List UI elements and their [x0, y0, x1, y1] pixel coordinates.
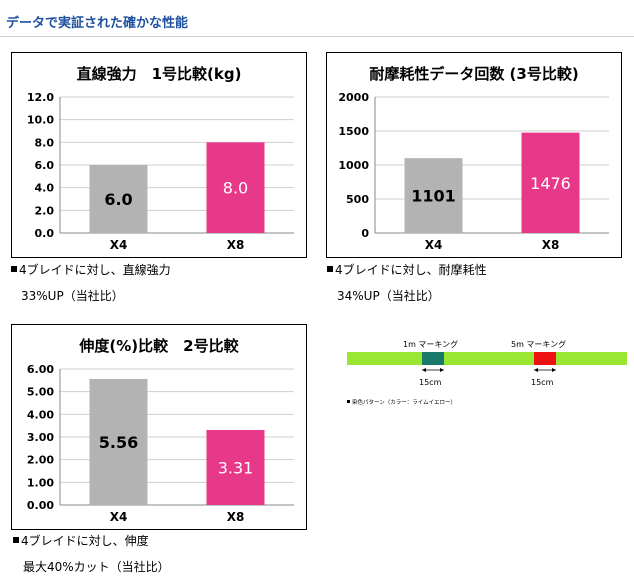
chart-panel-abrasion: 耐摩耗性データ回数 (3号比較) 0 500 1000 1500 2000 1101 X4 14… [326, 52, 622, 258]
bar-x8 [206, 429, 265, 505]
chart-title: 直線強力 1号比較(kg) [77, 65, 242, 83]
y-tick-label: 10.0 [27, 114, 54, 127]
y-tick-label: 3.00 [27, 431, 54, 444]
chart-abrasion: 耐摩耗性データ回数 (3号比較) 0 500 1000 1500 2000 1101 X4 14… [338, 65, 609, 252]
chart-elongation: 伸度(%)比較 2号比較 0.00 1.00 2.00 3.00 4.00 5.00 6.00… [27, 337, 294, 524]
mark-5m-length: 15cm [531, 378, 554, 387]
data-label-x8: 8.0 [223, 179, 248, 198]
note-abrasion: 4ブレイドに対し、耐摩耗性 34%UP（当社比） [327, 263, 487, 303]
mark-1m-swatch [422, 352, 444, 365]
marking-diagram: 1m マーキング 5m マーキング 15cm 15cm 染色パターン（カラー：ラ… [345, 330, 630, 420]
note-abrasion-line2: 34%UP（当社比） [337, 289, 440, 303]
x-tick-label: X4 [425, 238, 443, 252]
caption-bullet-icon [347, 400, 350, 403]
x-tick-label: X4 [110, 510, 128, 524]
data-label-x8: 1476 [530, 174, 571, 193]
note-strength-line2: 33%UP（当社比） [21, 289, 124, 303]
y-tick-label: 1000 [338, 159, 369, 172]
bullet-square-icon [11, 266, 17, 272]
bar-x8 [521, 132, 580, 233]
y-tick-label: 0.0 [35, 227, 55, 240]
y-tick-label: 0 [361, 227, 369, 240]
y-tick-label: 2.00 [27, 454, 54, 467]
y-tick-label: 0.00 [27, 499, 54, 512]
x-tick-label: X8 [542, 238, 560, 252]
chart-panel-elongation: 伸度(%)比較 2号比較 0.00 1.00 2.00 3.00 4.00 5.00 6.00… [11, 324, 307, 530]
bullet-square-icon [327, 266, 333, 272]
note-elongation-line1: 4ブレイドに対し、伸度 [21, 534, 149, 548]
y-tick-label: 12.0 [27, 91, 54, 104]
marking-diagram-svg: 1m マーキング 5m マーキング 15cm 15cm 染色パターン（カラー：ラ… [347, 339, 627, 406]
chart-panel-strength: 直線強力 1号比較(kg) 0.0 2.0 4.0 6.0 8.0 10.0 12.0 6.0 X… [11, 52, 307, 258]
marking-caption: 染色パターン（カラー：ライムイエロー） [352, 398, 456, 406]
bar-x8 [206, 142, 265, 233]
data-label-x8: 3.31 [218, 458, 254, 477]
bar-x4 [89, 378, 148, 505]
x-tick-label: X8 [227, 238, 245, 252]
y-tick-label: 6.0 [35, 159, 55, 172]
mark-5m-swatch [534, 352, 556, 365]
chart-title: 耐摩耗性データ回数 (3号比較) [369, 65, 578, 83]
data-label-x4: 5.56 [99, 433, 138, 452]
y-tick-label: 4.00 [27, 408, 54, 421]
note-elongation: 4ブレイドに対し、伸度 最大40%カット（当社比） [13, 534, 170, 574]
line-bar [347, 352, 627, 365]
bar-x4 [404, 158, 463, 233]
note-elongation-line2: 最大40%カット（当社比） [23, 560, 170, 574]
mark-1m-label: 1m マーキング [403, 339, 458, 349]
bar-x4 [89, 165, 148, 233]
bullet-square-icon [13, 537, 19, 543]
note-strength: 4ブレイドに対し、直線強力 33%UP（当社比） [11, 263, 171, 303]
y-tick-label: 1500 [338, 125, 369, 138]
chart-strength: 直線強力 1号比較(kg) 0.0 2.0 4.0 6.0 8.0 10.0 12.0 6.0 X… [27, 65, 294, 252]
note-strength-line1: 4ブレイドに対し、直線強力 [19, 263, 171, 277]
data-label-x4: 1101 [411, 187, 456, 206]
y-tick-label: 1.00 [27, 476, 54, 489]
data-label-x4: 6.0 [104, 190, 132, 209]
note-abrasion-line1: 4ブレイドに対し、耐摩耗性 [335, 263, 487, 277]
y-tick-label: 2000 [338, 91, 369, 104]
x-tick-label: X4 [110, 238, 128, 252]
mark-1m-length: 15cm [419, 378, 442, 387]
section-heading: データで実証された確かな性能 [6, 16, 189, 31]
y-tick-label: 6.00 [27, 363, 54, 376]
x-tick-label: X8 [227, 510, 245, 524]
y-tick-label: 8.0 [35, 136, 55, 149]
y-tick-label: 4.0 [35, 182, 55, 195]
heading-rule [0, 36, 634, 37]
chart-title: 伸度(%)比較 2号比較 [78, 337, 239, 355]
mark-5m-label: 5m マーキング [511, 339, 566, 349]
y-tick-label: 5.00 [27, 386, 54, 399]
y-tick-label: 2.0 [35, 204, 55, 217]
y-tick-label: 500 [346, 193, 369, 206]
